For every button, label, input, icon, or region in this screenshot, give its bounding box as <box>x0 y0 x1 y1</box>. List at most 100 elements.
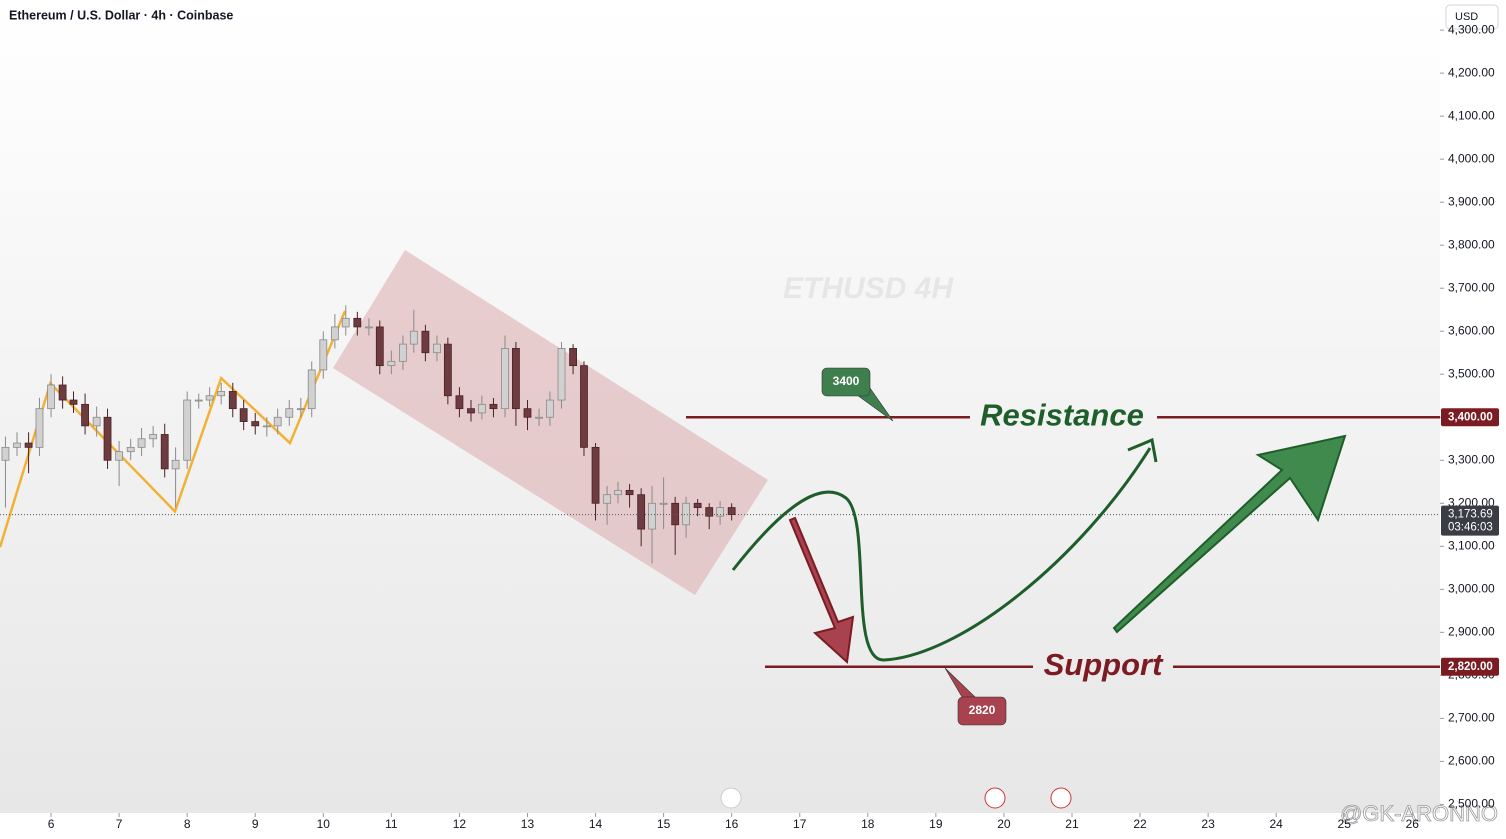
y-tick-label: 3,300.00 <box>1448 452 1495 466</box>
candle-body <box>659 502 668 505</box>
candle-body <box>535 416 543 419</box>
y-tick-label: 3,500.00 <box>1448 366 1495 380</box>
level-price-label: 3,400.00 <box>1448 411 1493 423</box>
candle-body <box>557 348 566 401</box>
candle-body <box>81 403 89 427</box>
x-tick-label: 11 <box>385 817 398 831</box>
candle-body <box>13 442 21 448</box>
callout-label: 3400 <box>833 374 860 388</box>
x-tick-label: 22 <box>1133 817 1147 831</box>
candle-body <box>433 343 441 354</box>
y-tick-label: 4,000.00 <box>1448 151 1495 165</box>
candle-body <box>580 365 588 448</box>
candle-body <box>92 416 101 427</box>
candle-body <box>217 391 226 397</box>
candle-body <box>365 326 373 329</box>
candle-body <box>251 421 260 427</box>
event-icon[interactable] <box>984 787 1006 809</box>
candle-body <box>375 326 384 367</box>
candle-body <box>637 494 646 530</box>
candle-body <box>24 442 33 448</box>
currency-button[interactable] <box>1445 4 1499 30</box>
event-icon[interactable] <box>720 787 742 809</box>
candle-body <box>716 507 725 517</box>
x-tick-label: 9 <box>252 817 259 831</box>
currency-label[interactable]: USD <box>1455 11 1478 23</box>
x-tick-label: 8 <box>184 817 191 831</box>
x-tick-label: 6 <box>48 817 55 831</box>
candle-body <box>330 326 339 341</box>
x-tick-label: 10 <box>317 817 331 831</box>
level-price-box <box>1441 408 1499 427</box>
x-tick-label: 23 <box>1201 817 1215 831</box>
candle-body <box>183 399 192 461</box>
y-tick-label: 3,900.00 <box>1448 194 1495 208</box>
level-name: Resistance <box>980 397 1144 432</box>
y-tick-label: 3,000.00 <box>1448 581 1495 595</box>
y-tick-label: 3,800.00 <box>1448 237 1495 251</box>
x-tick-label: 14 <box>589 817 603 831</box>
candle-body <box>512 348 520 410</box>
last-price-box <box>1441 505 1499 536</box>
y-tick-label: 2,900.00 <box>1448 625 1495 639</box>
candle-body <box>467 408 475 414</box>
y-tick-label: 2,600.00 <box>1448 754 1495 768</box>
y-tick-label: 4,100.00 <box>1448 108 1495 122</box>
candle-body <box>671 502 680 526</box>
candle-body <box>353 317 362 328</box>
candle-body <box>239 408 248 422</box>
candle-body <box>1 446 10 461</box>
watermark: ETHUSD 4H <box>783 272 954 305</box>
candle-body <box>58 384 67 401</box>
x-tick-label: 15 <box>657 817 671 831</box>
candle-body <box>727 507 736 516</box>
candle-body <box>171 459 180 470</box>
x-tick-label: 19 <box>929 817 943 831</box>
x-tick-label: 13 <box>521 817 535 831</box>
x-tick-label: 20 <box>997 817 1011 831</box>
y-tick-label: 3,700.00 <box>1448 280 1495 294</box>
down-channel <box>333 250 768 595</box>
event-icon[interactable] <box>1050 787 1072 809</box>
x-tick-label: 18 <box>861 817 875 831</box>
candle-body <box>69 399 78 405</box>
callout-box <box>957 696 1007 726</box>
candle-body <box>273 416 282 427</box>
candle-body <box>285 408 294 418</box>
last-price-label: 3,173.69 <box>1448 509 1493 521</box>
y-tick-label: 4,200.00 <box>1448 65 1495 79</box>
candle-body <box>693 502 702 508</box>
countdown-label: 03:46:03 <box>1448 522 1493 534</box>
x-tick-label: 7 <box>116 817 123 831</box>
candle-body <box>682 502 690 526</box>
y-tick-label: 3,100.00 <box>1448 538 1495 552</box>
candle-body <box>501 348 509 410</box>
y-tick-label: 4,300.00 <box>1448 22 1495 36</box>
candle-body <box>160 434 169 470</box>
x-tick-label: 17 <box>793 817 807 831</box>
y-tick-label: 3,600.00 <box>1448 323 1495 337</box>
x-tick-label: 25 <box>1338 817 1352 831</box>
candle-body <box>477 403 486 414</box>
curve-arrowhead <box>1127 437 1158 463</box>
candle-body <box>387 360 396 367</box>
bullish-arrow <box>1112 434 1347 634</box>
candle-body <box>35 408 44 448</box>
level-price-label: 2,820.00 <box>1448 661 1493 673</box>
candle-body <box>103 416 112 461</box>
y-tick-label: 2,500.00 <box>1448 797 1495 811</box>
x-tick-label: 26 <box>1406 817 1420 831</box>
candle-body <box>705 507 714 517</box>
candle-body <box>194 399 203 402</box>
candle-body <box>126 446 135 453</box>
candle-body <box>262 425 271 428</box>
candle-body <box>489 403 498 410</box>
symbol-title: Ethereum / U.S. Dollar · 4h · Coinbase <box>9 8 233 22</box>
candle-body <box>614 489 622 496</box>
candle-body <box>47 384 55 410</box>
candle-body <box>319 339 328 371</box>
candle-body <box>625 489 634 496</box>
callout-label: 2820 <box>969 703 996 717</box>
candle-body <box>455 395 464 410</box>
